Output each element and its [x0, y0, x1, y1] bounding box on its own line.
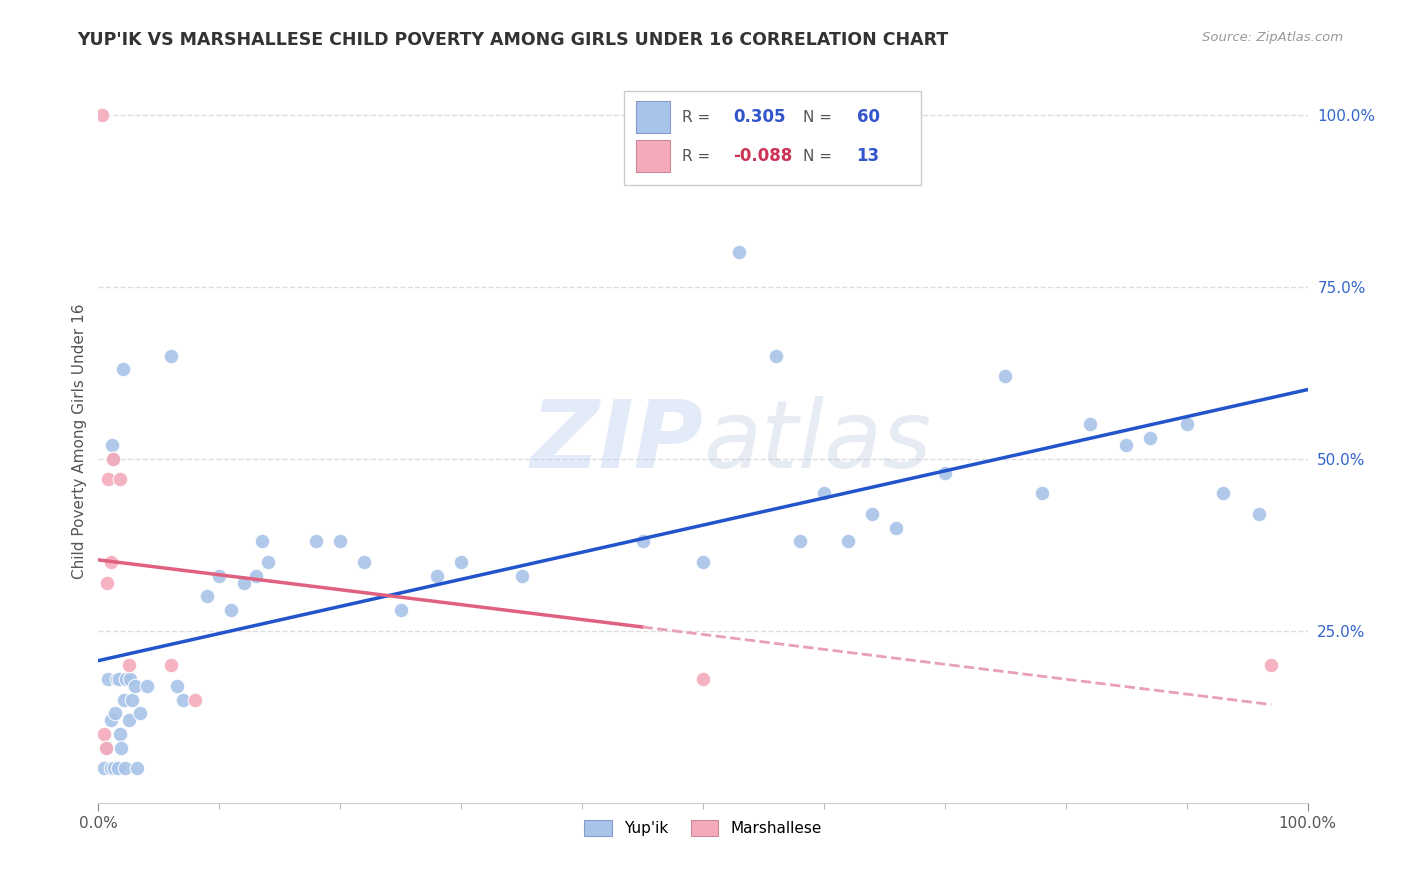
Point: [100, 555, 122, 569]
Text: atlas: atlas: [703, 396, 931, 487]
Point: [112, 692, 135, 706]
Point: [93, 727, 115, 741]
Point: [160, 349, 183, 363]
Point: [1260, 658, 1282, 673]
Point: [692, 555, 714, 569]
Point: [96, 740, 118, 755]
Text: -0.088: -0.088: [734, 147, 793, 165]
Point: [994, 369, 1017, 384]
Text: N =: N =: [803, 149, 837, 163]
Text: R =: R =: [682, 149, 716, 163]
Point: [728, 245, 751, 260]
Point: [104, 706, 127, 721]
Bar: [637, 101, 671, 133]
Point: [256, 555, 278, 569]
Point: [1115, 438, 1137, 452]
Point: [426, 568, 449, 582]
Text: 60: 60: [856, 108, 880, 126]
Text: N =: N =: [803, 110, 837, 125]
Point: [1031, 486, 1053, 500]
Point: [124, 679, 146, 693]
Point: [101, 451, 124, 466]
Point: [108, 727, 131, 741]
Point: [160, 658, 183, 673]
Point: [934, 466, 956, 480]
Point: [110, 740, 132, 755]
Point: [886, 520, 908, 534]
Y-axis label: Child Poverty Among Girls Under 16: Child Poverty Among Girls Under 16: [72, 304, 87, 579]
Point: [353, 555, 375, 569]
Point: [93, 761, 115, 775]
Point: [91, 108, 114, 122]
Point: [1249, 507, 1271, 521]
Point: [692, 672, 714, 686]
Point: [837, 534, 859, 549]
Point: [510, 568, 533, 582]
Point: [100, 761, 122, 775]
Point: [1212, 486, 1234, 500]
Point: [208, 568, 231, 582]
Point: [1175, 417, 1198, 432]
Point: [96, 575, 118, 590]
Point: [450, 555, 472, 569]
Text: Source: ZipAtlas.com: Source: ZipAtlas.com: [1202, 31, 1343, 45]
Text: 13: 13: [856, 147, 880, 165]
Point: [184, 692, 207, 706]
Point: [118, 658, 141, 673]
Point: [631, 534, 654, 549]
Point: [118, 713, 141, 727]
Point: [121, 692, 143, 706]
Point: [813, 486, 835, 500]
Point: [107, 761, 129, 775]
Point: [97, 672, 120, 686]
Text: 0.305: 0.305: [734, 108, 786, 126]
Point: [250, 534, 273, 549]
Point: [172, 692, 194, 706]
Point: [127, 761, 149, 775]
Point: [103, 761, 125, 775]
Point: [305, 534, 328, 549]
Bar: [637, 139, 671, 172]
Point: [114, 761, 136, 775]
Point: [128, 706, 150, 721]
Point: [1078, 417, 1101, 432]
Point: [245, 568, 267, 582]
FancyBboxPatch shape: [624, 91, 921, 185]
Point: [1139, 431, 1161, 445]
Point: [166, 679, 188, 693]
Point: [111, 362, 134, 376]
Point: [101, 451, 124, 466]
Point: [765, 349, 787, 363]
Point: [100, 438, 122, 452]
Point: [389, 603, 412, 617]
Point: [108, 672, 131, 686]
Point: [232, 575, 254, 590]
Text: R =: R =: [682, 110, 716, 125]
Point: [195, 590, 218, 604]
Point: [221, 603, 243, 617]
Point: [329, 534, 352, 549]
Point: [789, 534, 811, 549]
Point: [118, 672, 141, 686]
Legend: Yup'ik, Marshallese: Yup'ik, Marshallese: [578, 814, 828, 842]
Text: YUP'IK VS MARSHALLESE CHILD POVERTY AMONG GIRLS UNDER 16 CORRELATION CHART: YUP'IK VS MARSHALLESE CHILD POVERTY AMON…: [77, 31, 949, 49]
Point: [105, 672, 128, 686]
Point: [100, 713, 122, 727]
Point: [135, 679, 157, 693]
Point: [97, 472, 120, 486]
Point: [115, 672, 138, 686]
Point: [94, 740, 117, 755]
Point: [860, 507, 883, 521]
Text: ZIP: ZIP: [530, 395, 703, 488]
Point: [108, 472, 131, 486]
